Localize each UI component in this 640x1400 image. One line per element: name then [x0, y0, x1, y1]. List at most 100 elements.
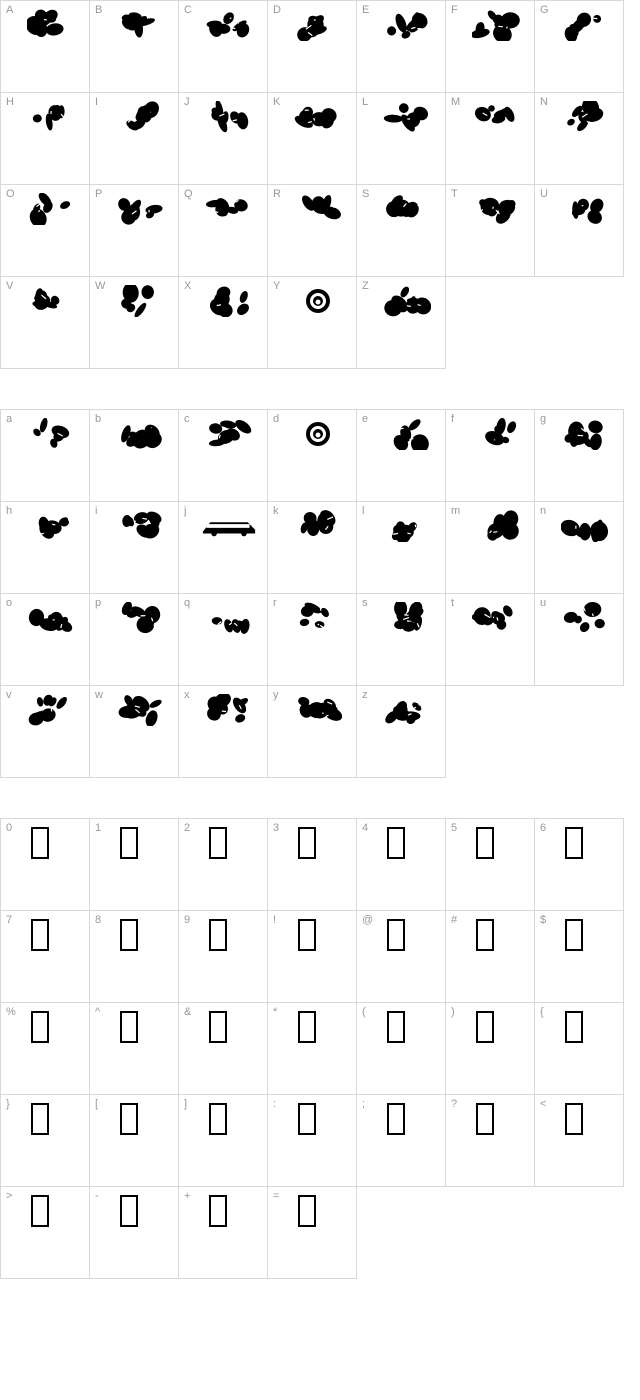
dingbat-glyph-icon — [379, 600, 435, 636]
dingbat-glyph-icon — [468, 508, 524, 544]
glyph-label: * — [273, 1006, 277, 1018]
glyph-label: B — [95, 4, 102, 16]
dingbat-glyph-icon — [23, 416, 79, 452]
notdef-glyph-icon — [31, 1195, 49, 1227]
dingbat-glyph-icon — [379, 283, 435, 319]
notdef-glyph-icon — [209, 827, 227, 859]
glyph-label: [ — [95, 1098, 98, 1110]
dingbat-glyph-icon — [201, 692, 257, 728]
glyph-label: I — [95, 96, 98, 108]
glyph-cell: x — [179, 686, 268, 778]
glyph-label: - — [95, 1190, 99, 1202]
glyph-cell: v — [1, 686, 90, 778]
section-numbers_symbols: 0123456789!@#$%^&*(){}[]:;?<>-+= — [0, 818, 640, 1279]
glyph-label: K — [273, 96, 280, 108]
glyph-label: S — [362, 188, 369, 200]
glyph-label: R — [273, 188, 281, 200]
glyph-cell: 2 — [179, 819, 268, 911]
glyph-label: ? — [451, 1098, 457, 1110]
glyph-cell: F — [446, 1, 535, 93]
notdef-glyph-icon — [31, 1011, 49, 1043]
glyph-label: P — [95, 188, 102, 200]
glyph-cell: B — [90, 1, 179, 93]
dingbat-glyph-icon — [290, 283, 346, 319]
dingbat-glyph-icon — [201, 283, 257, 319]
glyph-label: e — [362, 413, 368, 425]
glyph-label: z — [362, 689, 368, 701]
glyph-cell: A — [1, 1, 90, 93]
glyph-cell: 9 — [179, 911, 268, 1003]
glyph-cell: * — [268, 1003, 357, 1095]
glyph-label: 8 — [95, 914, 101, 926]
dingbat-glyph-icon — [23, 99, 79, 135]
notdef-glyph-icon — [209, 1195, 227, 1227]
glyph-label: > — [6, 1190, 12, 1202]
glyph-cell: : — [268, 1095, 357, 1187]
notdef-glyph-icon — [387, 919, 405, 951]
glyph-cell: w — [90, 686, 179, 778]
glyph-label: H — [6, 96, 14, 108]
dingbat-glyph-icon — [290, 600, 346, 636]
dingbat-glyph-icon — [112, 508, 168, 544]
glyph-cell: < — [535, 1095, 624, 1187]
notdef-glyph-icon — [476, 1011, 494, 1043]
glyph-label: v — [6, 689, 12, 701]
notdef-glyph-icon — [565, 919, 583, 951]
notdef-glyph-icon — [476, 919, 494, 951]
glyph-grid: abcd efghij klmnopqrstuvwxyz — [0, 409, 624, 778]
glyph-cell: r — [268, 594, 357, 686]
dingbat-glyph-icon — [557, 191, 613, 227]
glyph-cell: L — [357, 93, 446, 185]
glyph-label: W — [95, 280, 105, 292]
glyph-cell: 7 — [1, 911, 90, 1003]
dingbat-glyph-icon — [468, 191, 524, 227]
glyph-cell: i — [90, 502, 179, 594]
glyph-cell: 3 — [268, 819, 357, 911]
glyph-label: 6 — [540, 822, 546, 834]
glyph-cell: 4 — [357, 819, 446, 911]
dingbat-glyph-icon — [557, 508, 613, 544]
glyph-label: : — [273, 1098, 276, 1110]
glyph-label: 7 — [6, 914, 12, 926]
glyph-cell: [ — [90, 1095, 179, 1187]
dingbat-glyph-icon — [468, 416, 524, 452]
notdef-glyph-icon — [298, 1195, 316, 1227]
glyph-label: G — [540, 4, 549, 16]
glyph-cell: b — [90, 410, 179, 502]
glyph-label: q — [184, 597, 190, 609]
glyph-cell: + — [179, 1187, 268, 1279]
glyph-cell: t — [446, 594, 535, 686]
dingbat-glyph-icon — [468, 600, 524, 636]
notdef-glyph-icon — [209, 919, 227, 951]
glyph-cell: U — [535, 185, 624, 277]
dingbat-glyph-icon — [557, 600, 613, 636]
glyph-cell: V — [1, 277, 90, 369]
glyph-label: c — [184, 413, 190, 425]
glyph-cell: ; — [357, 1095, 446, 1187]
glyph-label: k — [273, 505, 279, 517]
glyph-label: d — [273, 413, 279, 425]
notdef-glyph-icon — [120, 919, 138, 951]
glyph-cell: p — [90, 594, 179, 686]
glyph-label: b — [95, 413, 101, 425]
notdef-glyph-icon — [31, 827, 49, 859]
glyph-cell: % — [1, 1003, 90, 1095]
dingbat-glyph-icon — [112, 99, 168, 135]
glyph-label: h — [6, 505, 12, 517]
glyph-label: 5 — [451, 822, 457, 834]
glyph-label: @ — [362, 914, 373, 926]
notdef-glyph-icon — [120, 1195, 138, 1227]
dingbat-glyph-icon — [201, 7, 257, 43]
glyph-cell: G — [535, 1, 624, 93]
glyph-label: A — [6, 4, 13, 16]
glyph-label: a — [6, 413, 12, 425]
glyph-label: E — [362, 4, 369, 16]
glyph-cell: M — [446, 93, 535, 185]
dingbat-glyph-icon — [379, 7, 435, 43]
glyph-label: # — [451, 914, 457, 926]
glyph-cell: ! — [268, 911, 357, 1003]
glyph-cell: T — [446, 185, 535, 277]
notdef-glyph-icon — [565, 1011, 583, 1043]
glyph-label: j — [184, 505, 186, 517]
glyph-cell: l — [357, 502, 446, 594]
